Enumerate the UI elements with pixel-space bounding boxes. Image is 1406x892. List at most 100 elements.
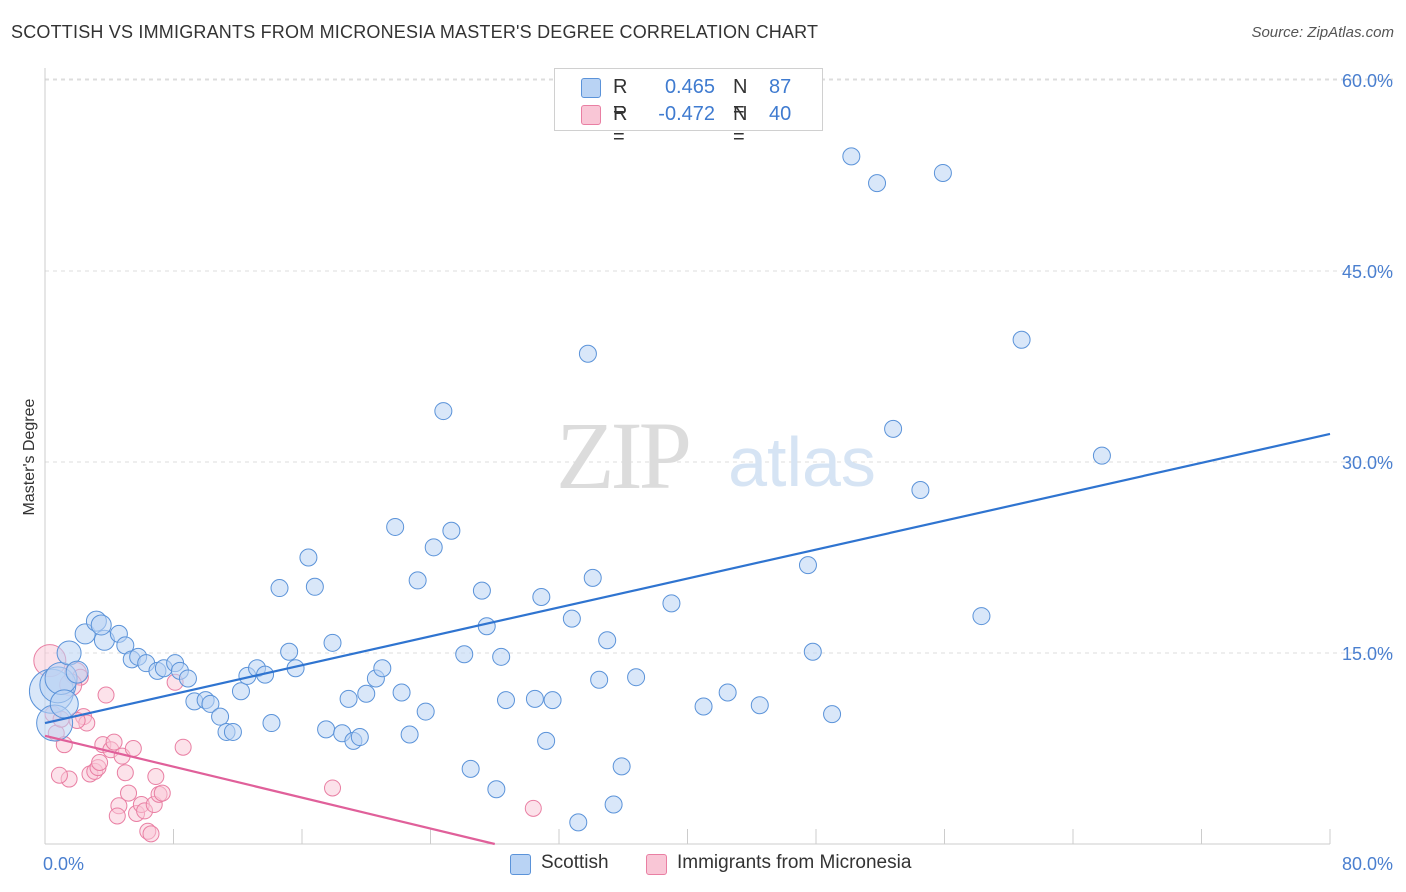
scottish-point	[442, 521, 461, 540]
scottish-point	[627, 668, 646, 687]
micronesia-swatch	[646, 854, 667, 875]
micronesia-point	[524, 799, 542, 817]
scottish-point	[972, 607, 991, 626]
scottish-point	[583, 568, 602, 587]
micronesia-point	[50, 766, 68, 784]
scottish-point	[718, 683, 737, 702]
micronesia-point	[91, 754, 109, 772]
scottish-point	[612, 757, 631, 776]
scottish-point	[299, 548, 318, 567]
scottish-point	[868, 174, 887, 193]
scottish-point	[803, 642, 822, 661]
y-tick-label: 30.0%	[1342, 453, 1393, 473]
scottish-point	[424, 538, 443, 557]
trendlines	[44, 432, 1331, 846]
scottish-point	[750, 696, 769, 715]
scottish-trendline	[44, 432, 1331, 725]
scottish-point	[90, 614, 112, 636]
scottish-point	[323, 633, 342, 652]
watermark: ZIP atlas	[556, 402, 876, 509]
scottish-point	[537, 731, 556, 750]
scottish-point	[455, 645, 474, 664]
scottish-point	[211, 707, 230, 726]
scottish-swatch	[581, 78, 601, 98]
n-label: N =	[733, 76, 748, 121]
scottish-point	[662, 594, 681, 613]
scottish-points	[28, 147, 1111, 832]
scottish-point	[933, 163, 952, 182]
scottish-point	[884, 419, 903, 438]
scottish-point	[842, 147, 861, 166]
micronesia-point	[120, 784, 138, 802]
chart-title: SCOTTISH VS IMMIGRANTS FROM MICRONESIA M…	[11, 22, 819, 42]
scottish-point	[317, 720, 336, 739]
scottish-point	[49, 689, 79, 719]
scottish-point	[434, 402, 453, 421]
scottish-point	[400, 725, 419, 744]
scottish-point	[604, 795, 623, 814]
x-tick-label: 80.0%	[1342, 854, 1393, 874]
micronesia-point	[105, 733, 123, 751]
scottish-point	[178, 669, 197, 688]
legend-label: Immigrants from Micronesia	[677, 852, 912, 873]
r-value: -0.472	[658, 103, 715, 125]
scottish-point	[492, 647, 511, 666]
stats-legend: R = 0.465 N = 87 R = -0.472 N = 40	[554, 68, 823, 148]
scottish-point	[231, 682, 250, 701]
scottish-point	[472, 581, 491, 600]
gridlines	[45, 78, 1393, 654]
scottish-point	[496, 691, 515, 710]
scottish-point	[408, 571, 427, 590]
micronesia-point	[124, 740, 142, 757]
scottish-swatch	[510, 854, 531, 875]
scottish-point	[1012, 330, 1031, 349]
series-legend: Scottish Immigrants from Micronesia	[0, 851, 1406, 879]
scottish-point	[65, 660, 89, 684]
scottish-point	[798, 556, 817, 575]
scottish-point	[223, 722, 242, 741]
scottish-point	[461, 759, 480, 778]
scottish-point	[911, 481, 930, 500]
tick-labels: 15.0% 30.0% 45.0% 60.0% 0.0% 80.0%	[43, 71, 1393, 874]
scottish-point	[532, 587, 551, 606]
r-value: 0.465	[664, 76, 715, 98]
scottish-point	[823, 705, 842, 724]
y-tick-label: 45.0%	[1342, 262, 1393, 282]
micronesia-point	[116, 764, 134, 782]
scottish-point	[543, 691, 562, 710]
source-label: Source: ZipAtlas.com	[1251, 24, 1394, 41]
n-value: 40	[769, 103, 792, 125]
r-label: R =	[613, 103, 628, 148]
micronesia-point	[324, 779, 342, 797]
micronesia-point	[142, 825, 160, 843]
scottish-point	[487, 780, 506, 799]
scottish-point	[280, 642, 299, 661]
micronesia-point	[97, 686, 115, 704]
scottish-point	[305, 577, 324, 596]
scottish-point	[339, 689, 358, 708]
scottish-point	[262, 714, 281, 733]
x-tick-label: 0.0%	[43, 854, 84, 874]
micronesia-point	[174, 738, 192, 756]
y-axis-label: Master's Degree	[21, 398, 38, 515]
scottish-point	[525, 689, 544, 708]
scottish-point	[569, 813, 588, 832]
scottish-point	[1092, 446, 1111, 465]
y-tick-label: 15.0%	[1342, 644, 1393, 664]
watermark-atlas: atlas	[728, 423, 876, 501]
r-label: R =	[613, 76, 628, 121]
scottish-point	[416, 702, 435, 721]
scottish-point	[270, 579, 289, 598]
scottish-point	[350, 728, 369, 747]
micronesia-point	[147, 768, 165, 786]
scottish-point	[201, 694, 220, 713]
micronesia-point	[108, 807, 126, 825]
scottish-point	[590, 670, 609, 689]
scottish-point	[562, 609, 581, 628]
n-label: N =	[733, 103, 748, 148]
scottish-point	[598, 631, 617, 650]
micronesia-swatch	[581, 105, 601, 125]
y-tick-label: 60.0%	[1342, 71, 1393, 91]
scottish-point	[373, 659, 392, 678]
